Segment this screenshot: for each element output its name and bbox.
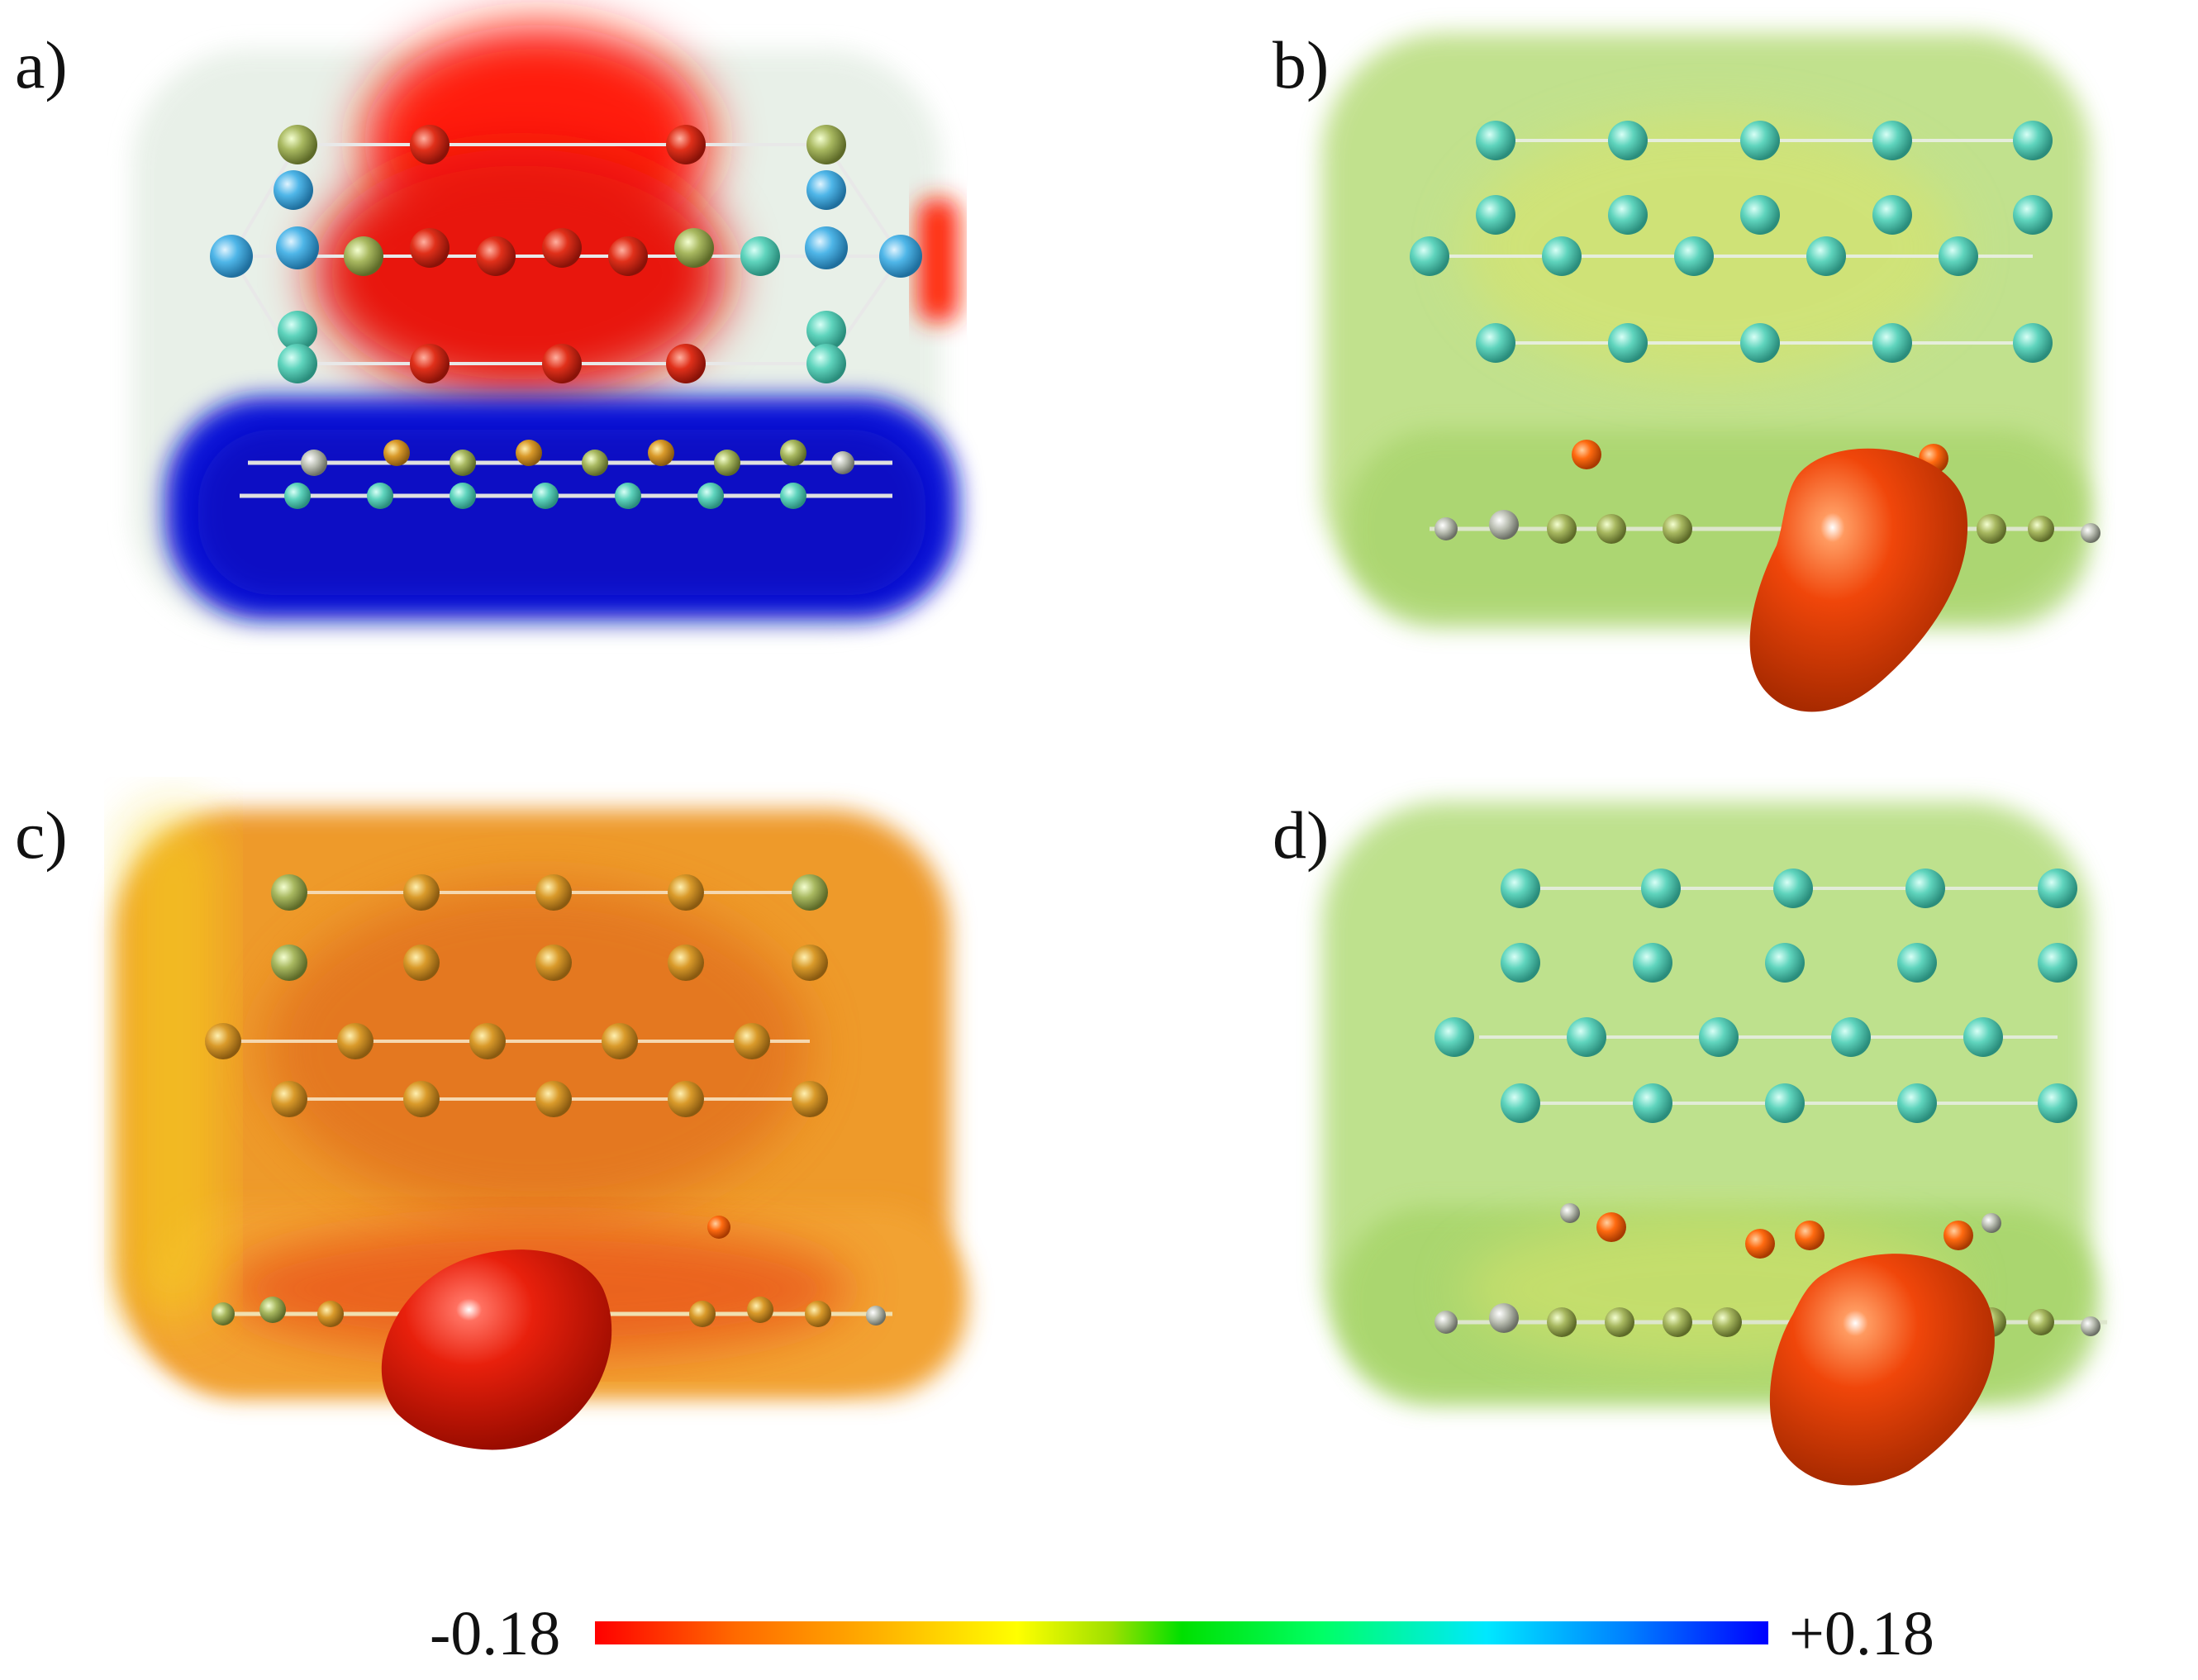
panel-label-d: d) <box>1273 797 1330 873</box>
oxygen-lobe-b <box>1749 448 1968 712</box>
panel-d: d) <box>1099 777 2198 1521</box>
graphene-a <box>240 440 892 509</box>
colorbar-min-label: -0.18 <box>430 1599 561 1668</box>
esp-surface-d <box>1322 802 2107 1486</box>
panel-label-a: a) <box>15 27 68 102</box>
oxygen-lobe-d <box>1769 1254 1995 1486</box>
atoms-c <box>205 874 892 1327</box>
colorbar-gradient <box>595 1621 1768 1644</box>
panel-a: a) <box>0 0 1099 744</box>
colorbar-max-label: +0.18 <box>1789 1599 1934 1668</box>
atoms-b <box>1410 121 2100 544</box>
panel-b: b) <box>1099 0 2198 744</box>
atoms-d <box>1434 869 2107 1337</box>
panel-c: c) <box>0 777 1099 1521</box>
esp-surface-b <box>1322 33 2100 712</box>
esp-surface-c <box>116 810 967 1450</box>
esp-surface-a <box>132 25 959 628</box>
oxygen-lobe-c <box>381 1249 612 1450</box>
colorbar: -0.18 +0.18 <box>0 1595 2198 1669</box>
panel-label-b: b) <box>1273 27 1330 102</box>
atoms-a <box>210 125 922 383</box>
panel-label-c: c) <box>15 797 68 873</box>
